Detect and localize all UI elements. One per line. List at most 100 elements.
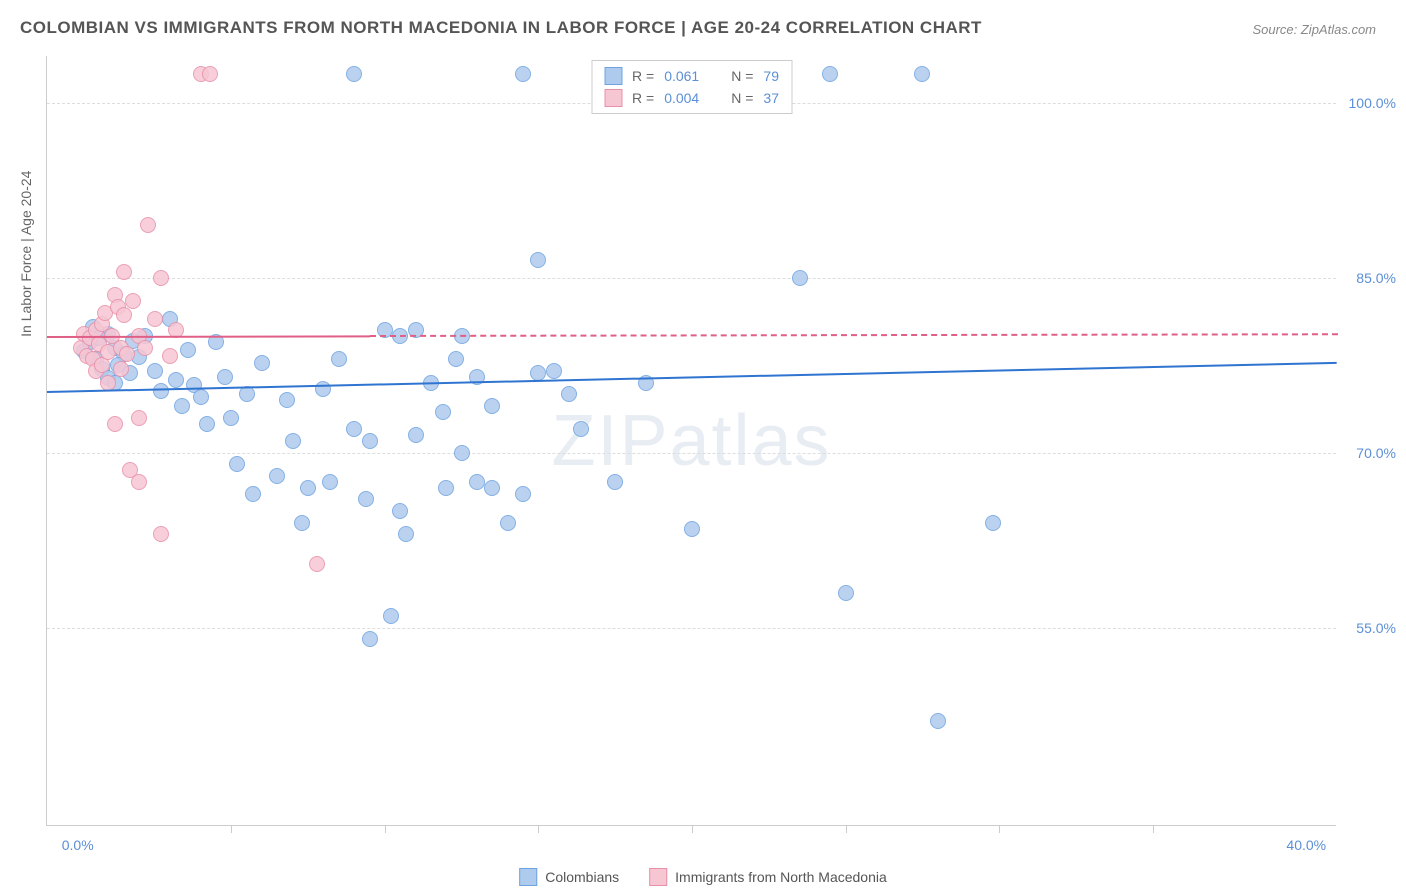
legend-n-label: N = bbox=[731, 68, 753, 84]
data-point bbox=[217, 369, 233, 385]
data-point bbox=[168, 372, 184, 388]
data-point bbox=[515, 66, 531, 82]
data-point bbox=[119, 346, 135, 362]
legend-swatch bbox=[649, 868, 667, 886]
data-point bbox=[315, 381, 331, 397]
data-point bbox=[454, 445, 470, 461]
y-tick-label: 70.0% bbox=[1356, 445, 1396, 461]
data-point bbox=[530, 252, 546, 268]
legend-stat-row: R =0.061N =79 bbox=[604, 65, 779, 87]
data-point bbox=[229, 456, 245, 472]
y-tick-label: 55.0% bbox=[1356, 620, 1396, 636]
data-point bbox=[515, 486, 531, 502]
data-point bbox=[331, 351, 347, 367]
data-point bbox=[153, 526, 169, 542]
y-tick-label: 100.0% bbox=[1349, 95, 1396, 111]
data-point bbox=[985, 515, 1001, 531]
data-point bbox=[408, 427, 424, 443]
data-point bbox=[239, 386, 255, 402]
data-point bbox=[162, 348, 178, 364]
data-point bbox=[484, 480, 500, 496]
legend-swatch bbox=[604, 89, 622, 107]
trendline-extrapolated bbox=[369, 334, 1337, 338]
data-point bbox=[607, 474, 623, 490]
data-point bbox=[174, 398, 190, 414]
legend-n-label: N = bbox=[731, 90, 753, 106]
data-point bbox=[392, 503, 408, 519]
data-point bbox=[202, 66, 218, 82]
x-minor-tick bbox=[846, 825, 847, 833]
legend-n-value: 37 bbox=[763, 90, 779, 106]
data-point bbox=[107, 416, 123, 432]
legend-stat-row: R = 0.004 N = 37 bbox=[604, 87, 779, 109]
data-point bbox=[383, 608, 399, 624]
data-point bbox=[822, 66, 838, 82]
legend-n-value: 79 bbox=[763, 68, 779, 84]
data-point bbox=[546, 363, 562, 379]
legend-series-label: Immigrants from North Macedonia bbox=[675, 869, 887, 885]
data-point bbox=[358, 491, 374, 507]
series-legend: Colombians Immigrants from North Macedoni… bbox=[519, 868, 887, 886]
data-point bbox=[116, 307, 132, 323]
y-tick-label: 85.0% bbox=[1356, 270, 1396, 286]
data-point bbox=[269, 468, 285, 484]
watermark-text: ZIPatlas bbox=[551, 400, 831, 482]
data-point bbox=[137, 340, 153, 356]
plot-area: ZIPatlas R =0.061N =79R =0.004N =37 55.0… bbox=[46, 56, 1336, 826]
x-tick-label: 0.0% bbox=[62, 837, 94, 853]
data-point bbox=[500, 515, 516, 531]
legend-series-item: Colombians bbox=[519, 868, 619, 886]
data-point bbox=[140, 217, 156, 233]
data-point bbox=[684, 521, 700, 537]
chart-title: COLOMBIAN VS IMMIGRANTS FROM NORTH MACED… bbox=[20, 18, 982, 38]
x-tick-label: 40.0% bbox=[1286, 837, 1326, 853]
data-point bbox=[561, 386, 577, 402]
data-point bbox=[792, 270, 808, 286]
data-point bbox=[930, 713, 946, 729]
x-minor-tick bbox=[999, 825, 1000, 833]
x-minor-tick bbox=[538, 825, 539, 833]
legend-swatch bbox=[519, 868, 537, 886]
legend-r-label: R = bbox=[632, 90, 654, 106]
x-minor-tick bbox=[1153, 825, 1154, 833]
data-point bbox=[147, 363, 163, 379]
data-point bbox=[100, 375, 116, 391]
gridline bbox=[47, 453, 1336, 454]
data-point bbox=[147, 311, 163, 327]
legend-r-label: R = bbox=[632, 68, 654, 84]
data-point bbox=[193, 389, 209, 405]
correlation-legend: R =0.061N =79R =0.004N =37 bbox=[591, 60, 792, 114]
y-axis-title: In Labor Force | Age 20-24 bbox=[18, 171, 34, 337]
data-point bbox=[438, 480, 454, 496]
data-point bbox=[153, 270, 169, 286]
x-minor-tick bbox=[385, 825, 386, 833]
data-point bbox=[346, 66, 362, 82]
legend-series-label: Colombians bbox=[545, 869, 619, 885]
data-point bbox=[914, 66, 930, 82]
gridline bbox=[47, 628, 1336, 629]
data-point bbox=[279, 392, 295, 408]
source-attribution: Source: ZipAtlas.com bbox=[1252, 22, 1376, 37]
data-point bbox=[294, 515, 310, 531]
trendline bbox=[47, 335, 370, 338]
data-point bbox=[448, 351, 464, 367]
legend-series-item: Immigrants from North Macedonia bbox=[649, 868, 887, 886]
data-point bbox=[223, 410, 239, 426]
data-point bbox=[469, 474, 485, 490]
data-point bbox=[245, 486, 261, 502]
data-point bbox=[131, 474, 147, 490]
gridline bbox=[47, 278, 1336, 279]
data-point bbox=[346, 421, 362, 437]
data-point bbox=[125, 293, 141, 309]
data-point bbox=[322, 474, 338, 490]
data-point bbox=[362, 433, 378, 449]
legend-r-value: 0.004 bbox=[664, 90, 699, 106]
data-point bbox=[838, 585, 854, 601]
data-point bbox=[362, 631, 378, 647]
data-point bbox=[398, 526, 414, 542]
legend-swatch bbox=[604, 67, 622, 85]
data-point bbox=[573, 421, 589, 437]
data-point bbox=[153, 383, 169, 399]
x-minor-tick bbox=[231, 825, 232, 833]
data-point bbox=[484, 398, 500, 414]
